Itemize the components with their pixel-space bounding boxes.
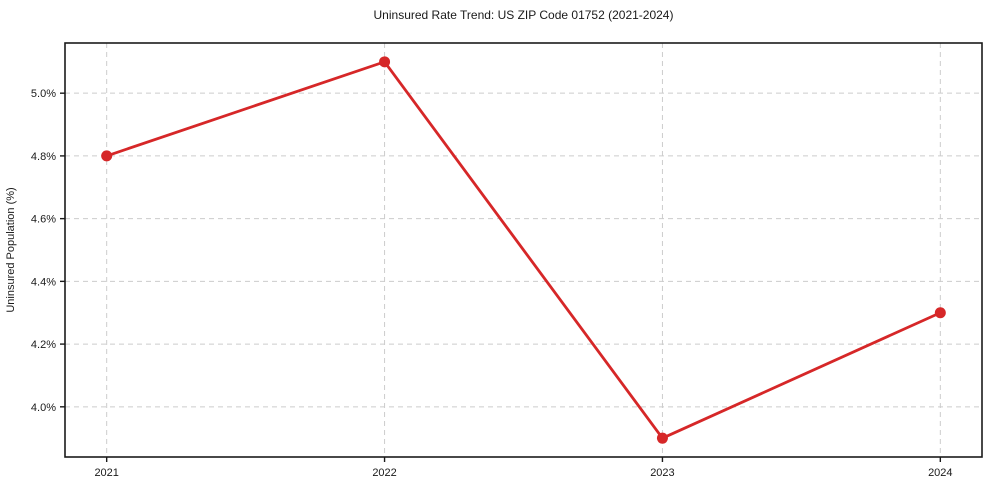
y-axis-label: Uninsured Population (%) <box>5 187 17 312</box>
data-point-marker <box>379 56 391 68</box>
x-tick-label: 2022 <box>372 467 396 479</box>
plot-border <box>64 42 983 458</box>
gridlines-layer <box>65 43 982 457</box>
y-tick-label: 5.0% <box>31 88 56 100</box>
series-layer <box>101 56 946 444</box>
x-tick-label: 2024 <box>928 467 952 479</box>
y-tick-label: 4.4% <box>31 276 56 288</box>
trend-line <box>105 60 942 440</box>
y-tick-label: 4.2% <box>31 339 56 351</box>
x-tick-label: 2021 <box>94 467 118 479</box>
data-point-marker <box>656 432 668 444</box>
y-tick-label: 4.6% <box>31 214 56 226</box>
y-tick-label: 4.8% <box>31 151 56 163</box>
data-point-marker <box>101 150 113 162</box>
chart-title: Uninsured Rate Trend: US ZIP Code 01752 … <box>373 8 674 22</box>
axes-layer: 4.0% 4.2% 4.4% 4.6% 4.8% 5.0% 2021 2022 2023 2024 <box>31 42 983 479</box>
data-point-marker <box>934 307 946 319</box>
y-tick-label: 4.0% <box>31 402 56 414</box>
x-tick-label: 2023 <box>650 467 674 479</box>
